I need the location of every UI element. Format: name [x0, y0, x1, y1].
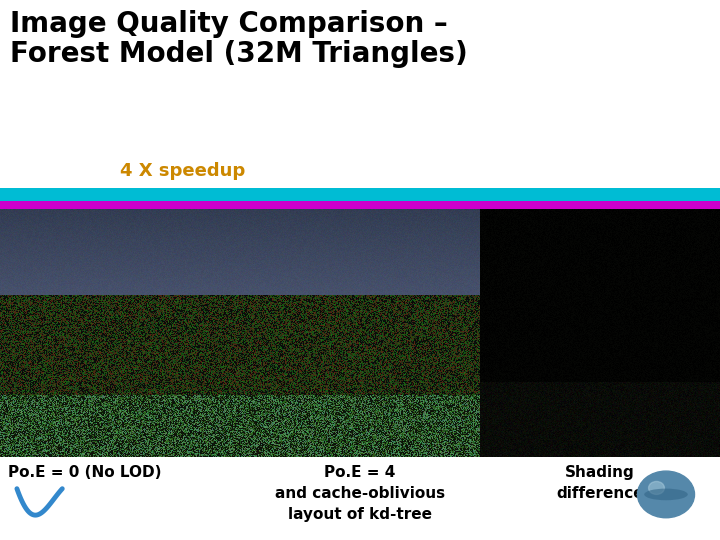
Bar: [0, 188, 720, 201]
Text: Po.E = 0 (No LOD): Po.E = 0 (No LOD): [8, 465, 161, 480]
Bar: [0, 201, 720, 209]
Text: Po.E = 4
and cache-oblivious
layout of kd-tree: Po.E = 4 and cache-oblivious layout of k…: [275, 465, 445, 522]
Text: Shading
difference: Shading difference: [556, 465, 644, 501]
Bar: [0, 154, 720, 187]
Circle shape: [637, 471, 695, 518]
Text: Image Quality Comparison –
Forest Model (32M Triangles): Image Quality Comparison – Forest Model …: [10, 10, 468, 68]
Ellipse shape: [644, 489, 688, 500]
Bar: [0, 0, 720, 154]
Text: 4 X speedup: 4 X speedup: [120, 161, 246, 179]
Bar: [0, 457, 720, 540]
Circle shape: [649, 482, 665, 495]
